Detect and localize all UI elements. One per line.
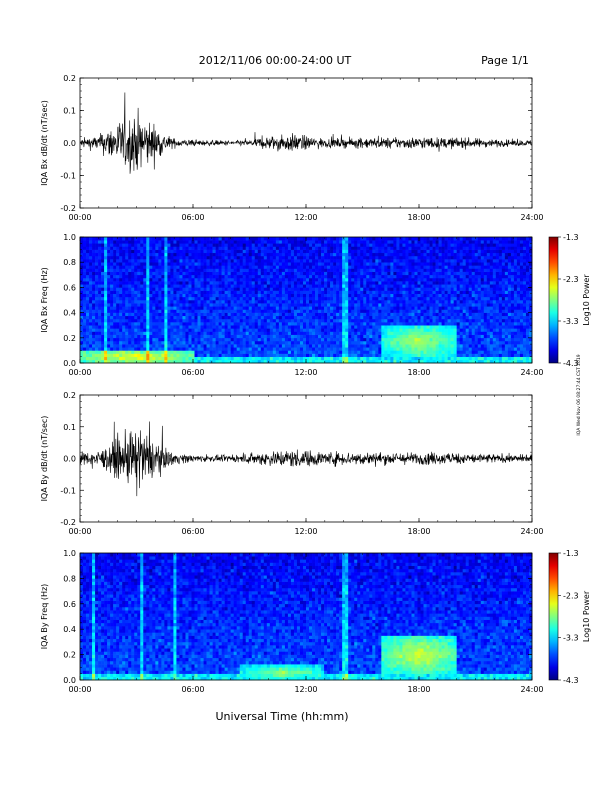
x-tick-label: 00:00 [68,213,91,222]
x-tick-label: 18:00 [407,685,430,694]
y-tick-label: 0.0 [63,676,76,685]
panel-4: -1.3 -2.3 -3.3 -4.3 Log10 Power 1.0 0.8 0.6 0.4 0… [40,549,591,694]
y-tick-label: 0.6 [63,283,76,292]
y-tick-label: 0.0 [63,455,76,464]
y-axis-label: IQA Bx dB/dt (nT/sec) [40,100,49,186]
x-tick-label: 18:00 [407,368,430,377]
y-tick-label: 1.0 [63,549,76,558]
colorbar-tick-label: -3.3 [563,634,579,643]
y-tick-label: 0.8 [63,258,76,267]
y-axis-label: IQA Bx Freq (Hz) [40,267,49,333]
y-tick-label: 0.0 [63,139,76,148]
y-tick-label: -0.1 [60,172,76,181]
x-tick-label: 06:00 [181,527,204,536]
x-tick-label: 12:00 [294,213,317,222]
panel-2: -1.3 -2.3 -3.3 -4.3 Log10 Power 1.0 0.8 0.6 0.4 0… [40,233,591,377]
x-tick-label: 12:00 [294,527,317,536]
y-tick-label: 1.0 [63,233,76,242]
colorbar-tick-label: -2.3 [563,591,579,600]
y-tick-label: 0.1 [63,423,76,432]
waveform-series [80,422,532,497]
x-tick-label: 24:00 [520,368,543,377]
colorbar-tick-label: -4.3 [563,359,579,368]
colorbar-tick-label: -2.3 [563,275,579,284]
x-tick-label: 06:00 [181,213,204,222]
x-tick-label: 06:00 [181,368,204,377]
y-tick-label: 0.8 [63,574,76,583]
x-tick-label: 24:00 [520,685,543,694]
panel-1: 0.2 0.1 0.0 -0.1 -0.200:00 06:00 12:00 18:00 24:… [40,74,544,222]
y-tick-label: 0.2 [63,391,76,400]
x-tick-label: 24:00 [520,213,543,222]
waveform-series [80,92,532,173]
y-tick-label: 0.2 [63,334,76,343]
y-axis-label: IQA By Freq (Hz) [40,584,49,650]
x-axis-title: Universal Time (hh:mm) [216,710,349,723]
panel-3: 0.2 0.1 0.0 -0.1 -0.200:00 06:00 12:00 18:00 24:… [40,391,544,536]
x-tick-label: 06:00 [181,685,204,694]
x-tick-label: 24:00 [520,527,543,536]
colorbar [549,237,558,363]
x-tick-label: 00:00 [68,527,91,536]
colorbar [549,553,558,680]
colorbar-label: Log10 Power [582,590,591,642]
x-tick-label: 00:00 [68,368,91,377]
y-tick-label: 0.1 [63,107,76,116]
y-tick-label: -0.2 [60,518,76,527]
colorbar-tick-label: -3.3 [563,317,579,326]
y-tick-label: 0.2 [63,651,76,660]
y-tick-label: -0.2 [60,204,76,213]
y-tick-label: 0.4 [63,309,76,318]
x-tick-label: 00:00 [68,685,91,694]
page-title: 2012/11/06 00:00-24:00 UT [199,54,352,67]
y-tick-label: 0.4 [63,625,76,634]
colorbar-tick-label: -4.3 [563,676,579,685]
colorbar-tick-label: -1.3 [563,233,579,242]
x-tick-label: 12:00 [294,685,317,694]
y-tick-label: 0.2 [63,74,76,83]
y-tick-label: 0.0 [63,359,76,368]
colorbar-label: Log10 Power [582,274,591,326]
y-tick-label: -0.1 [60,486,76,495]
x-tick-label: 12:00 [294,368,317,377]
x-tick-label: 18:00 [407,213,430,222]
x-tick-label: 18:00 [407,527,430,536]
y-axis-label: IQA By dB/dt (nT/sec) [40,416,49,502]
page-number: Page 1/1 [481,54,529,67]
colorbar-tick-label: -1.3 [563,549,579,558]
y-tick-label: 0.6 [63,600,76,609]
